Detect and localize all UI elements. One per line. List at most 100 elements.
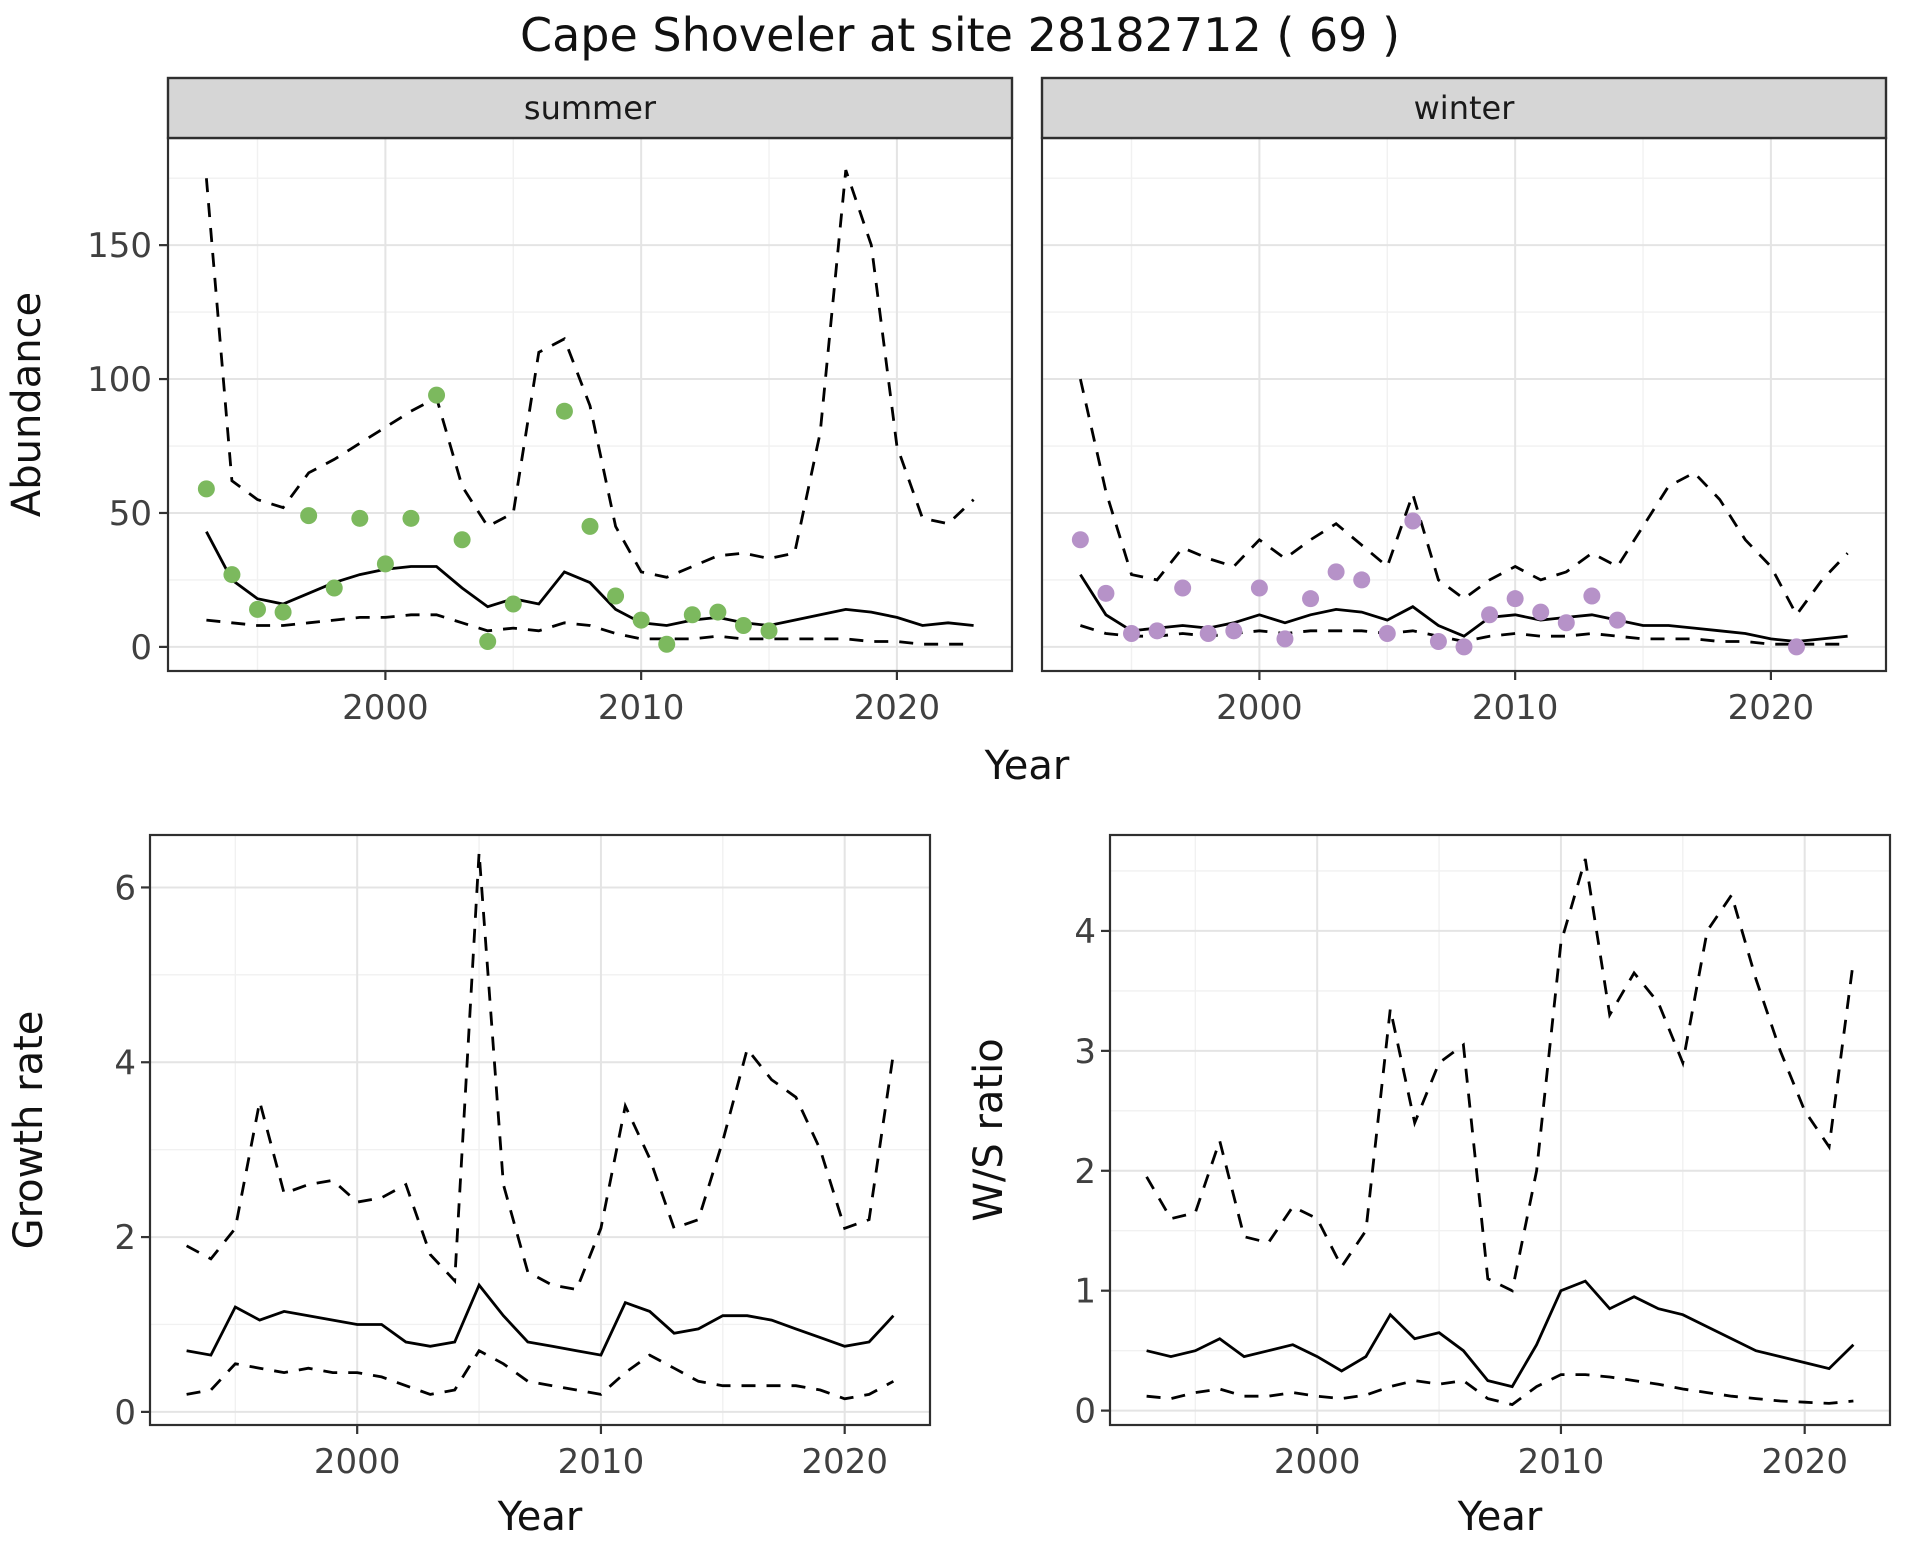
observation-point: [1378, 625, 1396, 643]
x-axis-title: Year: [497, 1494, 583, 1540]
observation-point: [658, 635, 676, 653]
plot-panel: [150, 835, 930, 1425]
observation-point: [1353, 571, 1371, 589]
observation-point: [325, 579, 343, 597]
fit-line: [186, 1282, 895, 1357]
facet-strip-label: winter: [1414, 89, 1516, 127]
observation-point: [479, 633, 497, 651]
y-axis-title: W/S ratio: [966, 1038, 1012, 1221]
observation-point: [734, 616, 752, 634]
x-tick-label: 2010: [1472, 688, 1559, 728]
fit-line: [1146, 1279, 1855, 1389]
gridlines: [168, 138, 1012, 671]
y-tick-label: 4: [114, 1043, 136, 1083]
y-tick-label: 150: [87, 226, 152, 266]
observation-point: [1557, 614, 1575, 632]
series-group: [197, 169, 975, 653]
y-tick-label: 100: [87, 360, 152, 400]
axis-tick-marks: [159, 244, 899, 680]
x-tick-label: 2000: [1216, 688, 1303, 728]
facet-strip: [1040, 76, 1888, 140]
observation-point: [376, 555, 394, 573]
observation-point: [1608, 611, 1626, 629]
observation-point: [504, 595, 522, 613]
observation-point: [223, 566, 241, 584]
plot-panel: [1042, 138, 1886, 671]
facet-strip: [166, 76, 1014, 140]
observation-point: [1455, 638, 1473, 656]
observation-point: [402, 509, 420, 527]
y-tick-label: 0: [130, 628, 152, 668]
x-axis-title: Year: [1457, 1494, 1543, 1540]
observation-point: [760, 622, 778, 640]
observation-point: [1327, 563, 1345, 581]
observation-points: [1071, 512, 1805, 656]
x-tick-label: 2020: [1728, 688, 1815, 728]
y-tick-label: 0: [1074, 1392, 1096, 1432]
y-tick-label: 0: [114, 1393, 136, 1433]
observation-point: [453, 531, 471, 549]
x-tick-label: 2020: [1761, 1442, 1848, 1482]
observation-point: [1302, 590, 1320, 608]
observation-point: [581, 517, 599, 535]
observation-point: [1481, 606, 1499, 624]
y-tick-label: 4: [1074, 912, 1096, 952]
axis-tick-marks: [1258, 671, 1773, 680]
x-tick-label: 2020: [801, 1442, 888, 1482]
observation-points: [197, 386, 778, 653]
observation-point: [1583, 587, 1601, 605]
lower-ci-line: [206, 613, 974, 646]
upper-ci-line: [1145, 858, 1855, 1293]
observation-point: [709, 603, 727, 621]
observation-point: [351, 509, 369, 527]
x-tick-label: 2010: [1518, 1442, 1605, 1482]
observation-point: [249, 600, 267, 618]
series-group: [185, 852, 895, 1401]
upper-ci-line: [1079, 378, 1849, 618]
observation-point: [632, 611, 650, 629]
ws-ratio-chart: W/S ratio 0 1 2 3 4 2000 2010 2020 Year: [966, 833, 1892, 1540]
x-tick-label: 2000: [342, 688, 429, 728]
axis-tick-marks: [1101, 929, 1806, 1434]
abundance-chart: Abundance 0 50 100 150 summer 2000 2010 2020 wint…: [4, 76, 1888, 789]
series-group: [1145, 858, 1855, 1407]
observation-point: [1404, 512, 1422, 530]
lower-ci-line: [186, 1348, 895, 1401]
observation-point: [1148, 622, 1166, 640]
y-axis-title: Abundance: [4, 292, 50, 517]
observation-point: [428, 386, 446, 404]
x-axis-title: Year: [984, 743, 1070, 789]
y-tick-label: 3: [1074, 1032, 1096, 1072]
upper-ci-line: [205, 169, 975, 579]
y-axis-title: Growth rate: [6, 1011, 52, 1250]
observation-point: [607, 587, 625, 605]
observation-point: [1506, 590, 1524, 608]
x-tick-label: 2010: [598, 688, 685, 728]
lower-ci-line: [1146, 1373, 1854, 1407]
x-tick-label: 2000: [1274, 1442, 1361, 1482]
series-group: [1071, 378, 1849, 656]
observation-point: [274, 603, 292, 621]
observation-point: [1787, 638, 1805, 656]
growth-rate-chart: Growth rate 0 2 4 6 2000 2010 2020 Year: [6, 833, 932, 1540]
gridlines: [150, 835, 930, 1425]
observation-point: [555, 402, 573, 420]
facet-strip-label: summer: [524, 89, 657, 127]
observation-point: [1097, 584, 1115, 602]
observation-point: [1174, 579, 1192, 597]
chart-title: Cape Shoveler at site 28182712 ( 69 ): [519, 8, 1401, 62]
panel-border: [148, 833, 932, 1427]
observation-point: [197, 480, 215, 498]
observation-point: [683, 606, 701, 624]
observation-point: [1225, 622, 1243, 640]
x-tick-label: 2000: [314, 1442, 401, 1482]
y-tick-label: 2: [1074, 1152, 1096, 1192]
observation-point: [1429, 633, 1447, 651]
observation-point: [1276, 630, 1294, 648]
x-tick-label: 2020: [854, 688, 941, 728]
y-tick-label: 6: [114, 868, 136, 908]
upper-ci-line: [185, 852, 895, 1292]
observation-point: [1199, 625, 1217, 643]
y-tick-label: 1: [1074, 1272, 1096, 1312]
